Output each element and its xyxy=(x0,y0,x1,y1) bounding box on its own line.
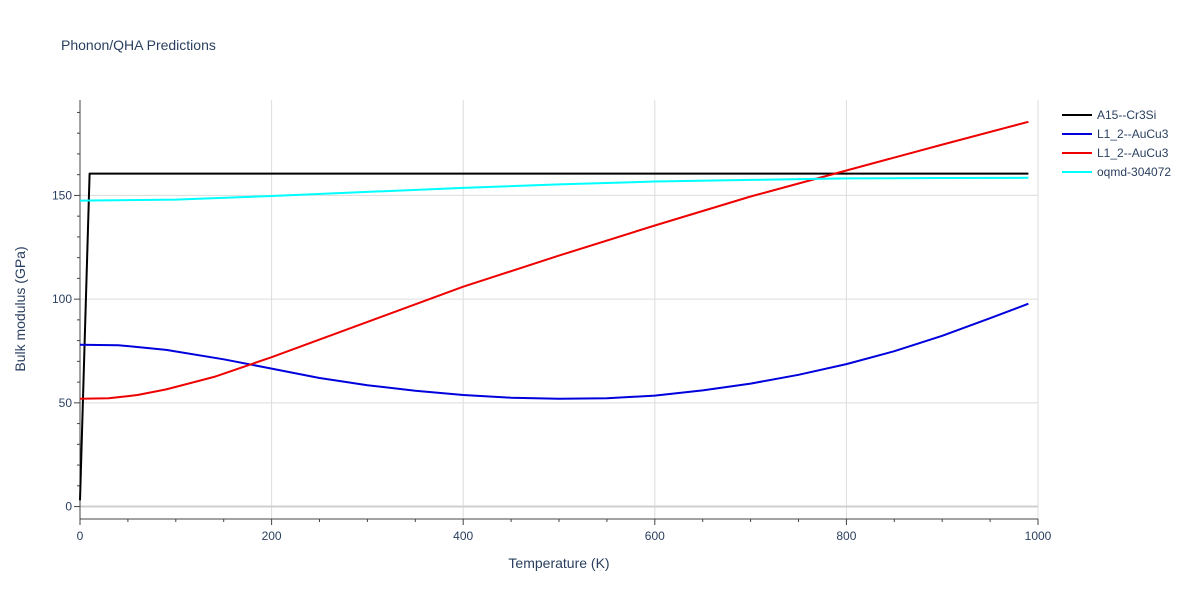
series-line-2 xyxy=(79,120,1029,400)
legend-label: oqmd-304072 xyxy=(1097,165,1171,179)
series-line-1 xyxy=(79,302,1029,400)
x-tick-label: 400 xyxy=(453,529,473,543)
series-layer xyxy=(79,120,1029,501)
x-axis-title: Temperature (K) xyxy=(508,555,609,571)
x-tick-label: 600 xyxy=(645,529,665,543)
y-tick-label: 100 xyxy=(52,292,72,306)
series-line-0 xyxy=(79,172,1029,501)
x-tick-label: 1000 xyxy=(1025,529,1052,543)
legend-label: A15--Cr3Si xyxy=(1097,108,1156,122)
legend-item[interactable]: L1_2--AuCu3 xyxy=(1062,127,1169,141)
legend[interactable]: A15--Cr3Si L1_2--AuCu3 L1_2--AuCu3 oqmd-304… xyxy=(1062,108,1171,179)
chart-title: Phonon/QHA Predictions xyxy=(61,37,216,53)
y-tick-label: 50 xyxy=(59,396,73,410)
grid-layer xyxy=(80,100,1039,519)
legend-label: L1_2--AuCu3 xyxy=(1097,146,1169,160)
legend-item[interactable]: L1_2--AuCu3 xyxy=(1062,146,1169,160)
x-tick-label: 200 xyxy=(262,529,282,543)
y-tick-label: 150 xyxy=(52,188,72,202)
legend-label: L1_2--AuCu3 xyxy=(1097,127,1169,141)
x-tick-label: 800 xyxy=(836,529,856,543)
y-tick-label: 0 xyxy=(65,500,72,514)
y-axis-title: Bulk modulus (GPa) xyxy=(12,246,28,371)
legend-item[interactable]: oqmd-304072 xyxy=(1062,165,1171,179)
series-line-3 xyxy=(79,176,1029,202)
x-tick-label: 0 xyxy=(77,529,84,543)
legend-item[interactable]: A15--Cr3Si xyxy=(1062,108,1156,122)
tick-layer: 0 200 400 600 800 1000 0 50 100 150 xyxy=(52,100,1052,543)
